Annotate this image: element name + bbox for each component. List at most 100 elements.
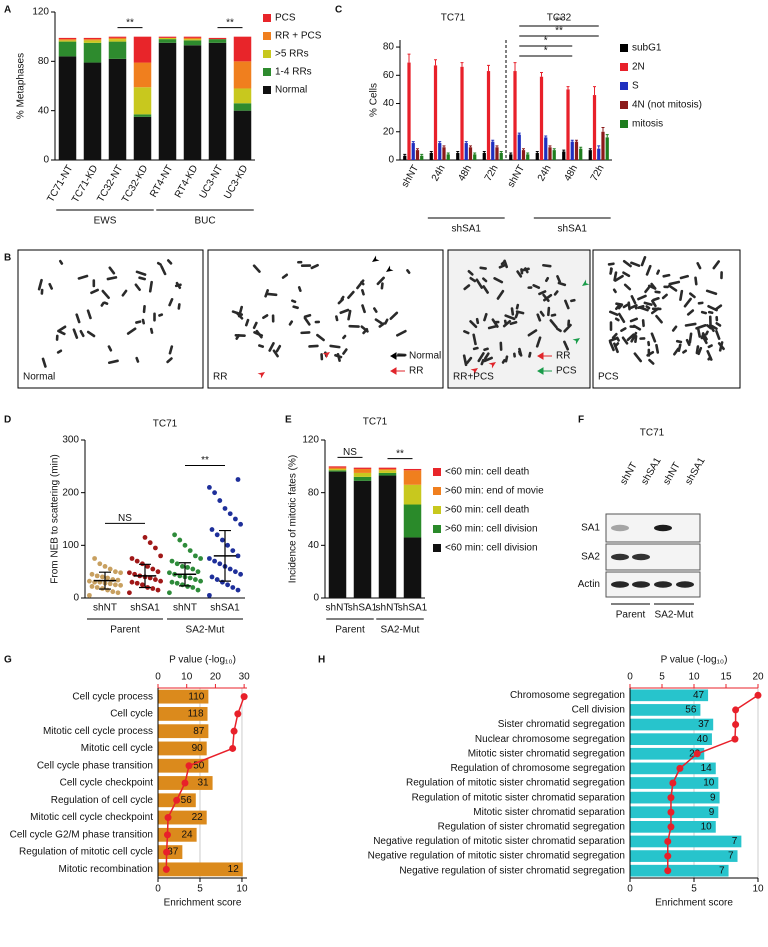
data-point [195,587,201,593]
chromosome [271,314,275,323]
chromosome [679,274,689,280]
bar [630,864,729,877]
bar [539,76,544,160]
chromosome [480,358,485,366]
chromosome [675,339,683,344]
data-point [169,579,175,585]
chromosome [644,286,650,294]
legend-label: 1-4 RRs [275,67,312,78]
x-tick-label: 48h [456,163,474,183]
bar [433,65,438,160]
chromosome [688,332,693,344]
x-tick-label: 72h [589,163,607,183]
chromosome [75,313,81,324]
data-point [113,569,118,575]
bar-count-label: 31 [197,778,209,789]
category-label: Mitotic cell cycle process [43,726,153,737]
chromosome [493,277,504,284]
legend-swatch [620,120,628,128]
bar [544,137,548,160]
chromosome [138,276,147,281]
error-bar [517,132,521,135]
bar-segment [403,468,422,471]
chromosome [707,356,712,361]
chromosome [479,266,487,270]
error-bar [513,62,517,72]
bar-segment [353,480,372,598]
chromosome [697,346,703,356]
chromosome [234,333,246,337]
chromosome [609,267,613,273]
data-point [147,575,153,581]
bar-segment [353,468,372,473]
chromosome [467,270,474,276]
pvalue-point [667,794,675,802]
chromosome [646,350,655,357]
error-bar [540,71,543,77]
chromosome [652,296,660,302]
chromosome [623,283,632,291]
data-point [100,574,105,580]
bar [446,154,450,160]
chromosome [637,294,647,301]
bar [548,147,552,160]
chromosome [667,284,678,292]
legend-arrow [537,367,552,375]
chromosome [513,352,516,358]
chromosome [477,352,485,363]
category-label: Regulation of cell cycle [51,795,154,806]
y-tick-label: 100 [62,540,79,551]
legend-label: >60 min: end of movie [445,486,544,497]
group-label: shSA1 [558,224,588,235]
bar-segment [403,470,422,485]
chromosome [527,329,538,337]
legend-label: PCS [275,13,296,24]
chromosome [671,325,678,332]
chromosome [634,304,638,310]
bar-count-label: 90 [192,743,204,754]
chromosome [72,328,79,339]
bar [438,143,442,160]
spread-label: RR [213,372,227,383]
bar-segment [233,36,252,62]
chromosome [268,342,275,352]
data-point [220,579,225,585]
y-axis-label: From NEB to scattering (min) [50,454,61,583]
group-label: Parent [335,625,365,636]
chromosome [48,282,54,290]
bar [509,154,513,160]
chromosome [380,282,384,290]
x2-axis-label: P value (-log₁₀) [661,655,728,666]
chromosome [361,304,366,314]
bar [562,151,566,160]
significance-label: * [544,36,548,47]
data-point [235,587,241,593]
bar [630,762,716,775]
chromosome [612,288,617,294]
significance-label: ** [201,455,209,466]
chromosome [372,307,378,313]
group-label: SA2-Mut [186,625,225,636]
data-point [129,556,135,561]
chromosome [650,282,657,290]
x-axis-label: Enrichment score [164,898,242,909]
chart-title: TC71 [363,417,388,428]
chromosome [297,286,302,292]
x-axis-label: Enrichment score [655,898,733,909]
chromosome [266,292,278,297]
bar-segment [83,62,102,160]
chromosome [629,325,636,328]
chromosome [491,318,499,328]
y-axis-label: % Metaphases [16,53,27,119]
bar-segment [158,36,177,38]
bar-segment [353,467,372,469]
group-label: EWS [94,216,117,227]
data-point [212,558,218,564]
bar [630,733,712,745]
chromosome [252,264,261,273]
bar-count-label: 7 [719,865,725,876]
sd-bar [139,563,151,589]
spread-legend-label: Normal [409,351,441,362]
chromosome [469,276,477,283]
error-bar [562,149,566,152]
